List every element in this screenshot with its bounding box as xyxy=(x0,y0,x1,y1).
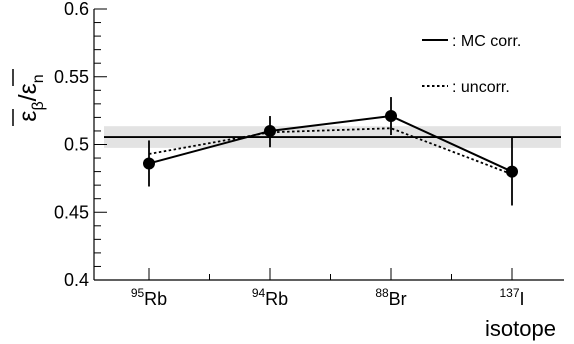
x-tick-label-element: Rb xyxy=(265,289,288,309)
y-label-epsilon-n: ε xyxy=(14,83,42,94)
legend-label: : uncorr. xyxy=(452,79,510,96)
x-tick-label: 88Br xyxy=(375,286,406,309)
y-label-separator: / xyxy=(14,94,42,101)
x-tick-label-mass-number: 137 xyxy=(499,286,519,300)
x-tick-label-mass-number: 94 xyxy=(252,286,266,300)
x-tick-label: 95Rb xyxy=(131,286,167,309)
x-tick-label-element: I xyxy=(520,289,525,309)
y-label-epsilon-beta: ε xyxy=(14,111,42,122)
x-tick-label-element: Rb xyxy=(144,289,167,309)
series-line-mc-corr xyxy=(148,115,513,173)
data-point xyxy=(506,165,518,178)
x-tick-label-element: Br xyxy=(389,289,407,309)
y-axis-label: εβ/εn xyxy=(14,74,47,121)
data-point xyxy=(385,110,397,123)
series-line-uncorr xyxy=(148,127,513,176)
y-tick-label: 0.45 xyxy=(54,202,89,222)
legend-label: : MC corr. xyxy=(452,33,521,50)
y-tick-label: 0.5 xyxy=(64,135,89,155)
data-point xyxy=(143,157,155,170)
x-tick-label-mass-number: 88 xyxy=(375,286,389,300)
y-label-sub-beta: β xyxy=(30,101,47,110)
y-tick-label: 0.55 xyxy=(54,67,89,87)
x-axis-label: isotope xyxy=(485,316,556,341)
legend: : MC corr. : uncorr. xyxy=(422,33,521,96)
y-tick-label: 0.4 xyxy=(64,270,89,290)
x-tick-label: 94Rb xyxy=(252,286,288,309)
x-tick-label: 137I xyxy=(499,286,524,309)
y-tick-label: 0.6 xyxy=(64,0,89,19)
series-layer xyxy=(143,97,518,206)
data-point xyxy=(264,124,276,137)
y-label-sub-n: n xyxy=(30,74,47,83)
x-tick-label-mass-number: 95 xyxy=(131,286,145,300)
